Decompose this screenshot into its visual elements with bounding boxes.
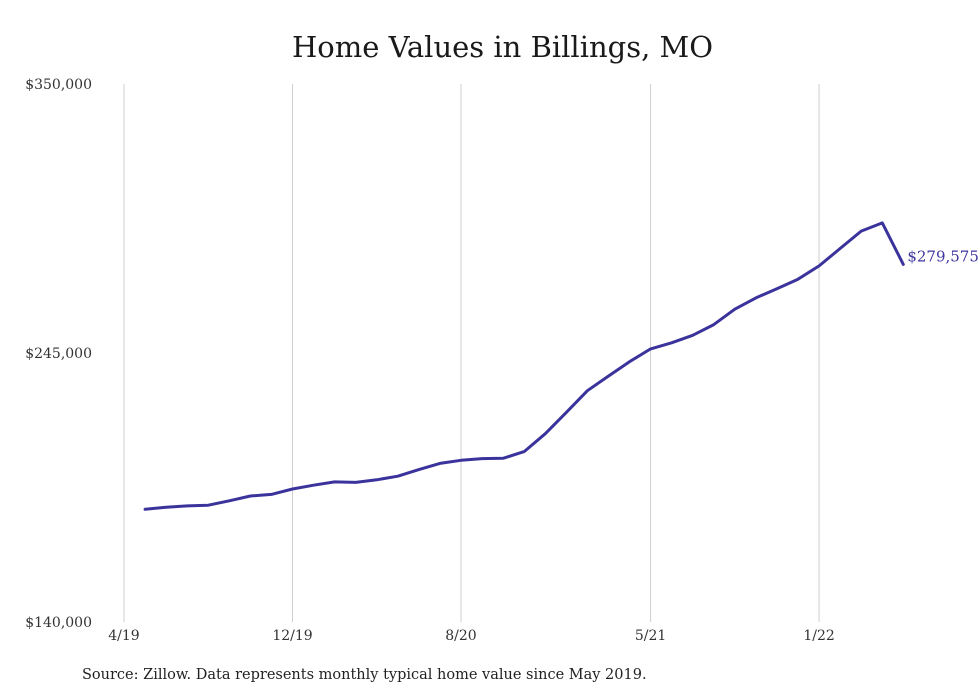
y-tick-label: $350,000 — [25, 77, 92, 93]
chart-title: Home Values in Billings, MO — [291, 30, 714, 64]
x-tick-label: 8/20 — [445, 628, 476, 644]
x-tick-label: 4/19 — [108, 628, 139, 644]
y-tick-label: $245,000 — [25, 346, 92, 362]
series-line — [143, 221, 905, 511]
end-value-label: $279,575 — [907, 247, 979, 265]
source-note: Source: Zillow. Data represents monthly … — [82, 667, 647, 683]
x-tick-label: 5/21 — [635, 628, 666, 644]
x-tick-label: 1/22 — [803, 628, 834, 644]
y-tick-label: $140,000 — [25, 615, 92, 631]
x-tick-label: 12/19 — [272, 628, 312, 644]
